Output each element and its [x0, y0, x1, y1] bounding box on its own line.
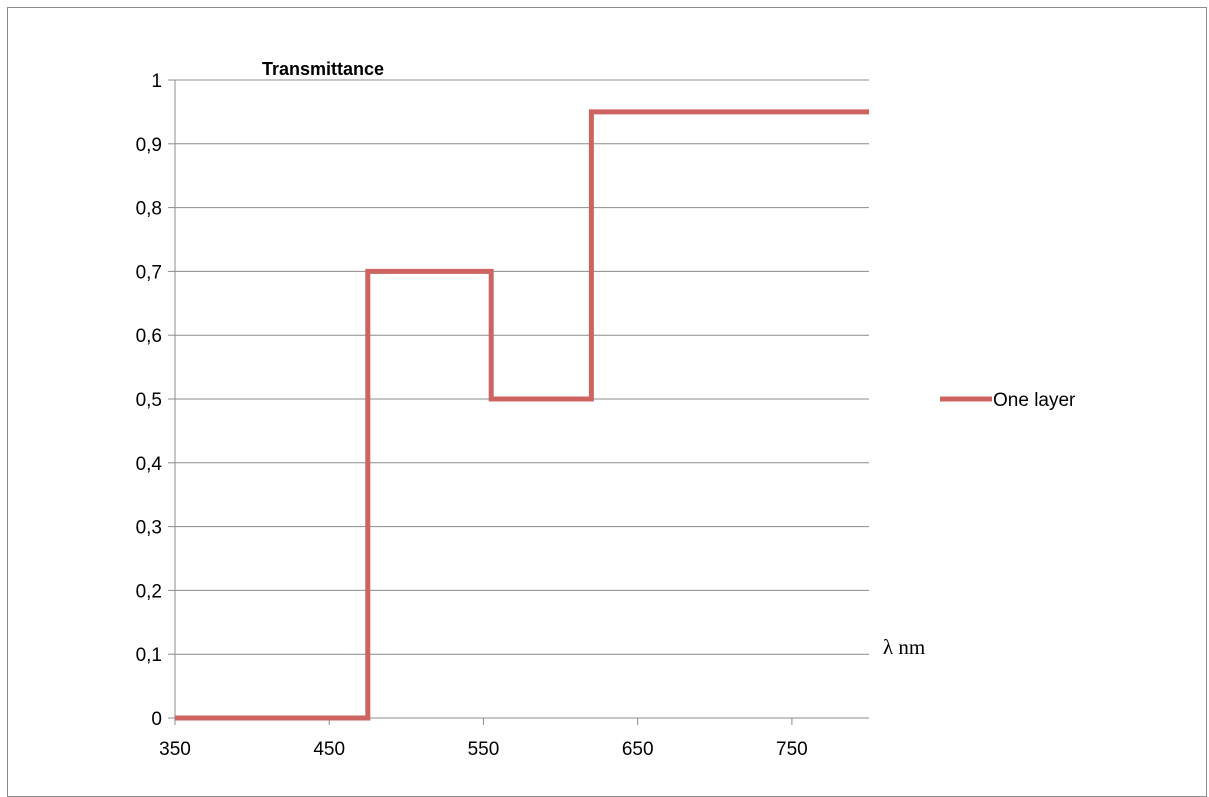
series-lines [175, 109, 869, 721]
legend-label-one-layer: One layer [993, 390, 1076, 411]
grid-lines [175, 79, 869, 655]
x-tick-label: 650 [622, 739, 654, 760]
legend: One layer [940, 390, 1076, 411]
y-tick-label: 0,7 [136, 262, 162, 283]
chart-frame [7, 7, 1207, 797]
y-tick-label: 0,6 [136, 326, 162, 347]
y-tick-label: 0,2 [136, 581, 162, 602]
y-tick-label: 0,9 [136, 135, 162, 156]
y-tick-labels: 0 0,1 0,2 0,3 0,4 0,5 0,6 0,7 0,8 0,9 1 [136, 71, 163, 730]
x-axis-label: λ nm [883, 635, 925, 659]
x-tick-label: 550 [468, 739, 500, 760]
y-tick-label: 0 [151, 709, 162, 730]
x-tick-label: 450 [313, 739, 345, 760]
x-tick-label: 750 [776, 739, 808, 760]
y-tick-label: 0,5 [136, 390, 162, 411]
y-tick-label: 1 [151, 71, 162, 92]
y-tick-label: 0,1 [136, 645, 162, 666]
x-tick-labels: 350 450 550 650 750 [159, 739, 808, 760]
y-tick-label: 0,3 [136, 518, 162, 539]
y-tick-label: 0,8 [136, 199, 162, 220]
x-tick-label: 350 [159, 739, 191, 760]
axes [168, 79, 869, 725]
y-axis-label: Transmittance [262, 59, 384, 79]
series-line-one-layer [175, 109, 869, 721]
y-tick-label: 0,4 [136, 454, 163, 475]
